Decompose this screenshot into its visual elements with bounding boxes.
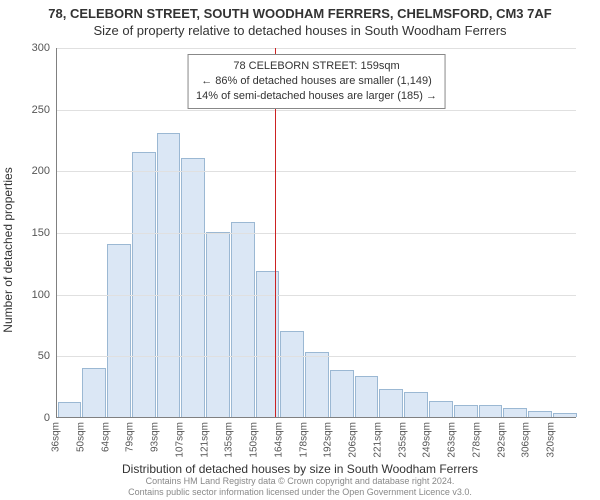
histogram-bar [429,401,453,417]
x-tick-label: 320sqm [546,422,557,458]
annotation-line3: 14% of semi-detached houses are larger (… [196,89,437,104]
x-tick-label: 206sqm [348,422,359,458]
histogram-bar [256,271,280,417]
x-tick-label: 192sqm [323,422,334,458]
plot-region: 78 CELEBORN STREET: 159sqm ← 86% of deta… [56,48,576,418]
x-tick-label: 178sqm [298,422,309,458]
x-tick-label: 150sqm [249,422,260,458]
x-tick-label: 221sqm [372,422,383,458]
histogram-bar [206,232,230,417]
x-tick-label: 164sqm [273,422,284,458]
histogram-bar [107,244,131,417]
y-tick-label: 200 [20,165,50,177]
histogram-bar [355,376,379,417]
x-tick-label: 263sqm [447,422,458,458]
gridline [57,233,576,234]
y-tick-label: 150 [20,227,50,239]
y-tick-label: 50 [20,350,50,362]
x-tick-label: 36sqm [51,422,62,452]
footer-attribution: Contains HM Land Registry data © Crown c… [0,476,600,498]
histogram-bar [553,413,577,417]
y-axis-label: Number of detached properties [1,85,15,250]
gridline [57,48,576,49]
chart-area: 78 CELEBORN STREET: 159sqm ← 86% of deta… [56,48,576,418]
annotation-box: 78 CELEBORN STREET: 159sqm ← 86% of deta… [187,54,446,109]
annotation-line2: ← 86% of detached houses are smaller (1,… [196,74,437,89]
histogram-bar [231,222,255,417]
x-tick-label: 249sqm [422,422,433,458]
histogram-bar [379,389,403,417]
x-tick-label: 64sqm [100,422,111,452]
histogram-bar [280,331,304,417]
histogram-bar [528,411,552,417]
annotation-line1: 78 CELEBORN STREET: 159sqm [196,59,437,74]
gridline [57,171,576,172]
histogram-bar [58,402,82,417]
chart-title-desc: Size of property relative to detached ho… [0,21,600,42]
x-tick-label: 278sqm [471,422,482,458]
histogram-bar [330,370,354,417]
x-tick-label: 121sqm [199,422,210,458]
y-tick-label: 0 [20,412,50,424]
gridline [57,356,576,357]
histogram-bar [157,133,181,417]
histogram-bar [503,408,527,417]
x-tick-label: 235sqm [397,422,408,458]
histogram-bar [132,152,156,417]
x-tick-label: 79sqm [125,422,136,452]
x-tick-label: 292sqm [496,422,507,458]
gridline [57,295,576,296]
histogram-bar [305,352,329,417]
chart-title-address: 78, CELEBORN STREET, SOUTH WOODHAM FERRE… [0,0,600,21]
x-tick-label: 50sqm [75,422,86,452]
x-tick-label: 306sqm [521,422,532,458]
histogram-bar [479,405,503,417]
histogram-bar [181,158,205,417]
y-tick-label: 300 [20,42,50,54]
y-tick-label: 250 [20,104,50,116]
x-axis-label: Distribution of detached houses by size … [0,462,600,476]
histogram-bar [404,392,428,417]
gridline [57,110,576,111]
histogram-bar [82,368,106,417]
y-tick-label: 100 [20,289,50,301]
histogram-bar [454,405,478,417]
x-tick-label: 135sqm [224,422,235,458]
x-tick-label: 107sqm [174,422,185,458]
x-tick-label: 93sqm [150,422,161,452]
